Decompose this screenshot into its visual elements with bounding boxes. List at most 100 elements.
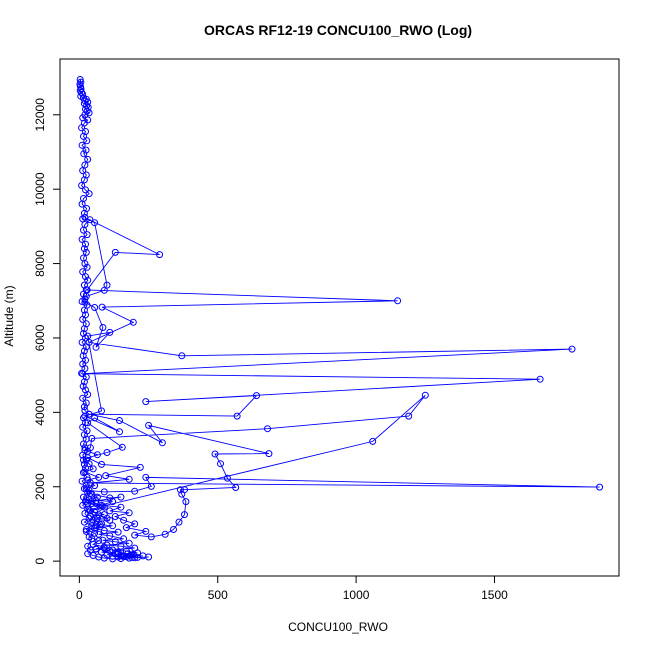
data-point — [83, 137, 91, 145]
data-point — [421, 391, 429, 399]
data-point — [79, 90, 87, 98]
x-tick-label: 500 — [208, 588, 228, 602]
data-point — [170, 526, 177, 533]
data-point — [86, 444, 94, 452]
y-axis: 0 2000 4000 6000 8000 10000 12000 — [33, 98, 61, 564]
data-point — [80, 460, 88, 468]
data-point — [80, 431, 88, 439]
data-point — [83, 263, 91, 271]
data-point — [122, 524, 130, 532]
data-point — [176, 486, 184, 494]
data-point — [91, 508, 99, 516]
data-point — [142, 473, 150, 481]
data-point — [109, 522, 117, 530]
data-point — [83, 107, 91, 115]
data-point — [93, 514, 101, 522]
data-point — [106, 507, 114, 515]
data-point — [96, 521, 104, 529]
data-point — [78, 182, 86, 189]
data-point — [88, 535, 96, 543]
x-tick-label: 1000 — [343, 588, 370, 602]
data-point — [100, 488, 108, 496]
data-point — [80, 378, 88, 386]
data-point — [117, 493, 125, 501]
y-tick-label: 2000 — [33, 473, 47, 500]
data-point — [99, 324, 107, 331]
data-point — [80, 518, 88, 526]
data-point — [82, 186, 89, 194]
data-point — [84, 276, 92, 284]
data-point — [86, 489, 94, 497]
data-point — [175, 518, 183, 526]
x-axis-label: CONCU100_RWO — [288, 620, 388, 634]
data-point — [79, 315, 87, 323]
data-point — [131, 487, 139, 495]
data-point — [80, 456, 87, 464]
data-point — [83, 231, 91, 239]
data-point — [80, 150, 88, 158]
data-point — [80, 325, 88, 333]
data-point — [145, 421, 153, 429]
data-point — [178, 352, 186, 360]
data-point — [142, 527, 150, 535]
data-point — [145, 553, 153, 561]
series-line — [79, 79, 600, 560]
data-point — [161, 530, 169, 538]
data-point — [98, 520, 105, 528]
data-point — [84, 476, 92, 484]
data-point — [125, 509, 133, 517]
data-point — [82, 273, 89, 281]
data-point — [96, 503, 104, 511]
data-point — [103, 541, 111, 549]
data-point — [134, 553, 141, 561]
y-tick-label: 8000 — [33, 250, 47, 277]
data-point — [114, 528, 122, 536]
x-tick-label: 1500 — [481, 588, 508, 602]
data-point — [84, 550, 92, 558]
plot-frame — [59, 58, 620, 577]
data-point — [91, 219, 99, 227]
data-point — [88, 500, 96, 507]
data-point — [117, 542, 125, 550]
data-point — [78, 338, 86, 346]
data-point — [79, 370, 87, 378]
data-point — [156, 251, 164, 259]
data-point — [111, 538, 119, 546]
data-point — [82, 464, 89, 472]
data-point — [211, 450, 219, 458]
data-point — [80, 403, 88, 411]
data-point — [111, 248, 119, 256]
data-point — [596, 483, 604, 491]
data-point — [91, 304, 99, 311]
y-tick-label: 10000 — [33, 172, 47, 206]
data-point — [84, 419, 92, 427]
chart-title: ORCAS RF12-19 CONCU100_RWO (Log) — [204, 22, 472, 38]
data-point — [81, 412, 89, 420]
data-point — [147, 482, 155, 490]
data-point — [80, 226, 87, 234]
data-point — [79, 423, 87, 431]
data-point — [80, 245, 88, 253]
data-point — [82, 526, 90, 533]
data-point — [122, 547, 130, 555]
series-points — [76, 76, 604, 563]
data-point — [81, 260, 89, 268]
data-point — [79, 167, 87, 175]
data-point — [136, 463, 144, 471]
data-point — [131, 531, 139, 539]
data-point — [78, 200, 86, 208]
data-point — [79, 382, 87, 390]
data-point — [147, 533, 155, 541]
data-point — [117, 503, 125, 511]
data-point — [131, 520, 139, 528]
data-point — [81, 468, 89, 476]
data-point — [405, 412, 413, 420]
data-point — [80, 440, 87, 448]
data-point — [81, 213, 89, 221]
data-point — [125, 539, 133, 547]
data-point — [100, 511, 108, 519]
data-point — [394, 297, 402, 305]
data-point — [99, 536, 107, 544]
data-point — [131, 554, 139, 562]
data-point — [103, 449, 111, 456]
